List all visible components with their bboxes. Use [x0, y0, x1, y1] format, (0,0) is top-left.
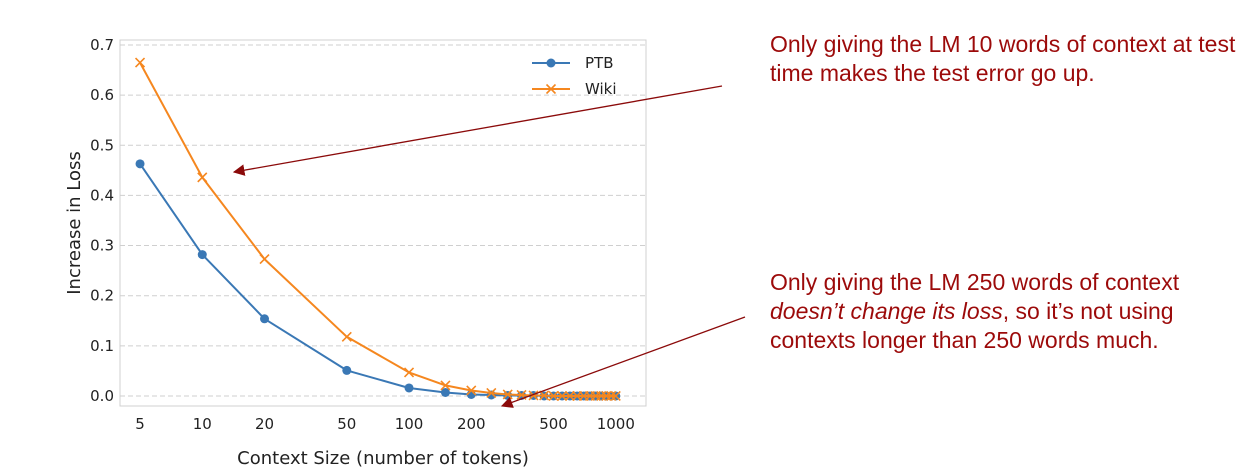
y-tick-label: 0.4: [90, 186, 114, 204]
legend-label-ptb: PTB: [585, 54, 614, 72]
data-point-wiki: [403, 367, 415, 378]
data-point-wiki: [197, 172, 208, 183]
data-point-ptb: [260, 314, 270, 324]
y-tick-label: 0.3: [90, 237, 114, 255]
y-tick-label: 0.5: [90, 136, 114, 154]
x-tick-label: 100: [395, 415, 424, 433]
y-tick-label: 0.0: [90, 387, 114, 405]
plot-area: [119, 39, 647, 407]
x-axis-ticks: 5 10 20 50 100 200 500 1000: [135, 415, 635, 433]
data-point-wiki: [486, 387, 497, 399]
y-axis-ticks: 0.0 0.1 0.2 0.3 0.4 0.5 0.6 0.7: [90, 36, 114, 405]
x-tick-label: 5: [135, 415, 145, 433]
y-tick-label: 0.1: [90, 337, 114, 355]
x-axis-title: Context Size (number of tokens): [237, 448, 529, 469]
y-tick-label: 0.2: [90, 287, 114, 305]
annotation-context-250: Only giving the LM 250 words of context …: [770, 268, 1240, 355]
legend-label-wiki: Wiki: [585, 80, 617, 98]
data-point-ptb: [440, 387, 450, 397]
data-point-ptb: [342, 365, 352, 375]
x-tick-label: 1000: [597, 415, 635, 433]
data-point-wiki: [466, 385, 477, 396]
y-tick-label: 0.7: [90, 36, 114, 54]
legend-marker-ptb: [546, 58, 556, 68]
annotation-context-10: Only giving the LM 10 words of context a…: [770, 31, 1236, 86]
data-point-ptb: [404, 383, 414, 393]
x-tick-label: 200: [457, 415, 486, 433]
annotation-context-250-emphasis: doesn’t change its loss: [770, 298, 1003, 324]
line-chart: 0.0 0.1 0.2 0.3 0.4 0.5 0.6 0.7 5 10 20 50 100 200 50…: [64, 36, 647, 469]
data-point-wiki: [259, 254, 270, 265]
data-point-wiki: [341, 331, 352, 342]
y-tick-label: 0.6: [90, 86, 114, 104]
data-point-ptb: [135, 159, 145, 169]
x-tick-label: 500: [539, 415, 568, 433]
x-tick-label: 50: [337, 415, 356, 433]
data-point-wiki: [134, 57, 146, 68]
data-point-ptb: [197, 250, 207, 260]
y-axis-title: Increase in Loss: [64, 151, 85, 295]
data-point-wiki: [440, 380, 451, 391]
annotation-context-250-end: , so it’s not using contexts longer than…: [770, 298, 1174, 353]
x-tick-label: 20: [255, 415, 274, 433]
annotation-context-250-start: Only giving the LM 250 words of context: [770, 269, 1180, 295]
x-tick-label: 10: [193, 415, 212, 433]
